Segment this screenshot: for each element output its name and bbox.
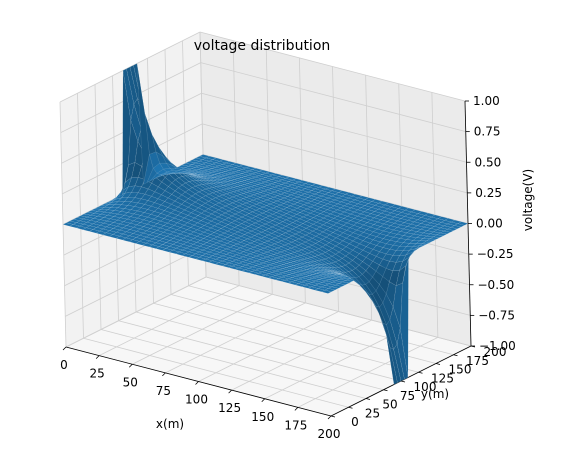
x-tick-mark [128, 363, 133, 368]
grid-line [205, 276, 472, 347]
z-tick-label: 0.50 [475, 155, 502, 169]
surface-patch [199, 154, 211, 159]
surface-patch [344, 192, 356, 197]
y-tick-label: 0 [351, 415, 359, 429]
tick-labels: 0255075100125150175200025507510012515017… [60, 94, 516, 441]
surface-patch [304, 181, 317, 186]
surface-patch [391, 204, 403, 209]
y-axis-label: y(m) [421, 387, 449, 401]
y-tick-mark [383, 389, 388, 392]
z-tick-label: 0.00 [476, 217, 503, 231]
x-tick-label: 75 [156, 384, 171, 398]
y-tick-label: 175 [466, 354, 489, 368]
y-tick-mark [435, 363, 441, 365]
x-tick-mark [294, 407, 299, 411]
surface-patch [324, 187, 337, 191]
y-tick-label: 75 [400, 389, 415, 403]
grid-line [199, 31, 466, 102]
z-tick-label: −0.75 [478, 308, 515, 322]
grid-line [118, 320, 384, 391]
grid-line [65, 276, 207, 348]
x-tick-label: 175 [284, 418, 307, 432]
surface-patch [377, 200, 389, 206]
y-tick-mark [348, 406, 353, 409]
z-axis-label: voltage(V) [521, 169, 535, 231]
grid-line [202, 123, 468, 194]
y-tick-label: 50 [382, 398, 397, 412]
x-tick-label: 100 [185, 393, 208, 407]
x-tick-mark [162, 372, 166, 377]
surface-patch [358, 195, 370, 200]
surface-patch [278, 175, 290, 179]
grid-line [200, 62, 466, 133]
x-tick-mark [327, 415, 332, 420]
surface-patch [384, 202, 396, 207]
surface-patch [338, 190, 350, 195]
surface-patch [411, 209, 423, 214]
y-tick-label: 150 [449, 363, 472, 377]
x-tick-mark [95, 355, 100, 359]
y-tick-label: 100 [414, 380, 437, 394]
surface-patch [331, 188, 343, 193]
surface-patch [245, 166, 257, 170]
y-tick-mark [418, 371, 423, 374]
surface-patch [417, 211, 429, 216]
grid-line [188, 285, 454, 356]
surface-patch [397, 206, 409, 211]
z-tick-label: 0.75 [474, 125, 501, 139]
surface-patch [430, 214, 442, 219]
x-tick-label: 125 [218, 401, 241, 415]
x-tick-label: 0 [60, 358, 68, 372]
chart-title: voltage distribution [194, 38, 331, 54]
surface-patch [371, 199, 383, 204]
y-tick-mark [453, 354, 458, 357]
grid-line [135, 311, 402, 382]
grid-line [65, 246, 206, 317]
surface-patch [265, 171, 277, 175]
x-tick-label: 200 [318, 427, 341, 441]
z-tick-label: 1.00 [473, 94, 500, 108]
surface-patch [271, 173, 284, 177]
surface-patch [212, 157, 224, 162]
z-tick-label: −1.00 [479, 339, 516, 353]
surface-patch [424, 212, 436, 218]
x-tick-label: 25 [89, 367, 104, 381]
grid-line [201, 92, 467, 163]
surface-patch [450, 219, 462, 224]
surface-patch [258, 169, 270, 174]
grid-line [83, 337, 349, 408]
surface-patch [437, 216, 449, 221]
x-tick-mark [195, 381, 199, 385]
y-tick-mark [365, 398, 371, 400]
surface-patch [364, 197, 376, 202]
y-tick-mark [400, 380, 406, 383]
grid-line [153, 302, 419, 373]
x-axis-label: x(m) [156, 417, 184, 431]
surface-patch [404, 207, 416, 213]
y-tick-label: 125 [431, 371, 454, 385]
grid-line [100, 329, 367, 399]
y-tick-mark [330, 415, 336, 418]
z-tick-label: −0.25 [477, 247, 514, 261]
x-tick-mark [62, 346, 67, 351]
surface-patch [285, 176, 297, 181]
surface-patch [298, 180, 310, 184]
surface-patch [238, 164, 250, 169]
surface-patch [351, 194, 363, 199]
y-tick-label: 25 [365, 406, 380, 420]
x-tick-mark [228, 389, 232, 394]
y-tick-label: 200 [484, 345, 507, 359]
x-tick-mark [261, 398, 266, 403]
surface-patch [291, 178, 303, 183]
x-tick-label: 50 [123, 375, 138, 389]
surface-mesh [62, 63, 469, 385]
z-tick-label: −0.50 [478, 278, 515, 292]
surface-patch [444, 218, 456, 223]
x-tick-label: 150 [251, 410, 274, 424]
z-tick-label: 0.25 [475, 186, 502, 200]
